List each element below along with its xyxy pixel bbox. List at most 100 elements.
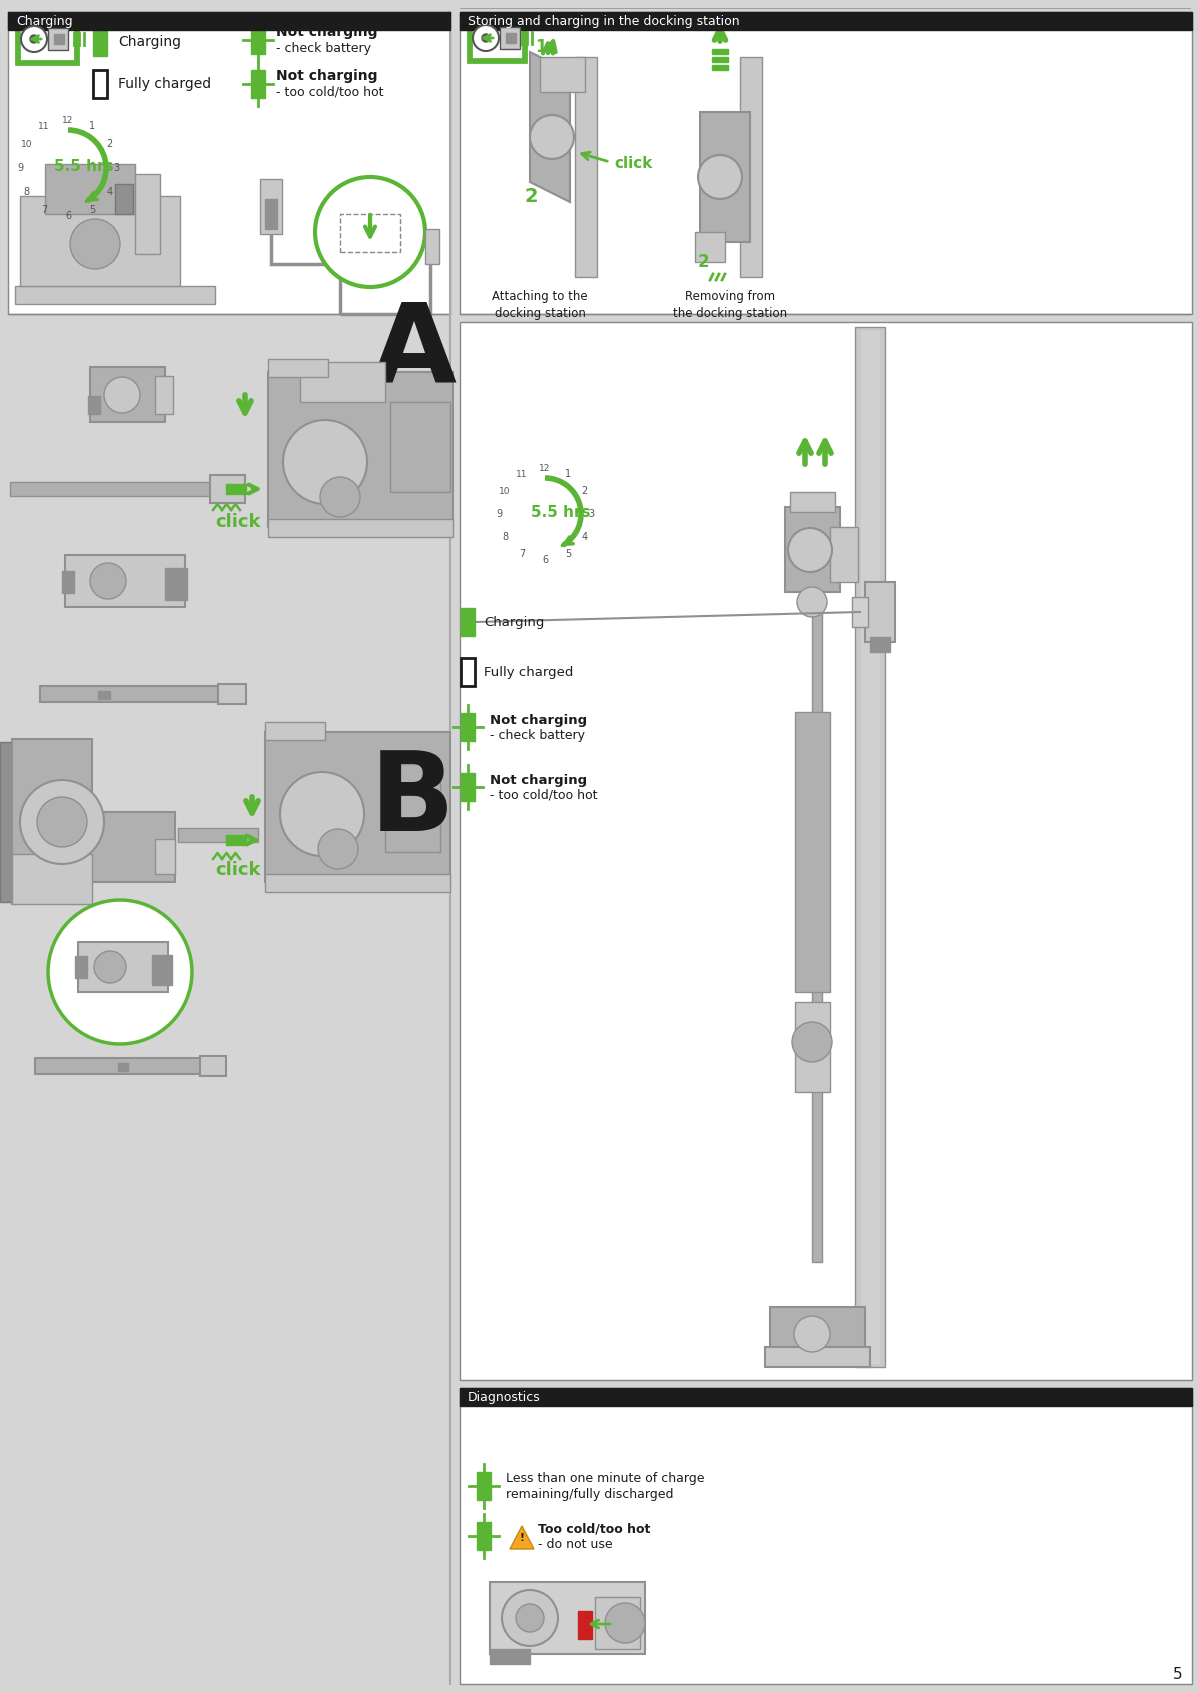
Bar — [16, 286, 214, 305]
Circle shape — [605, 1602, 645, 1643]
Bar — [117, 1063, 128, 1071]
Text: Attaching to the
docking station: Attaching to the docking station — [492, 289, 588, 320]
Text: 3: 3 — [113, 162, 119, 173]
Bar — [65, 555, 184, 607]
Text: Not charging: Not charging — [276, 69, 377, 83]
Circle shape — [37, 797, 87, 848]
Text: - too cold/too hot: - too cold/too hot — [276, 86, 383, 98]
Text: click: click — [615, 156, 653, 171]
Bar — [75, 956, 87, 978]
Text: 4: 4 — [582, 531, 588, 541]
Bar — [252, 69, 265, 98]
Bar — [200, 1056, 226, 1076]
Text: 2: 2 — [107, 139, 113, 149]
Bar — [252, 25, 265, 54]
Bar — [155, 376, 173, 415]
Text: 10: 10 — [500, 487, 510, 496]
Bar — [461, 607, 474, 636]
Circle shape — [48, 900, 192, 1044]
Bar — [695, 232, 725, 262]
Text: Too cold/too hot: Too cold/too hot — [538, 1523, 651, 1536]
Bar — [740, 58, 762, 277]
Text: 5: 5 — [565, 548, 571, 558]
Bar — [865, 582, 895, 641]
Circle shape — [30, 36, 38, 42]
Bar — [712, 64, 728, 69]
Text: Fully charged: Fully charged — [117, 78, 211, 91]
Text: 2: 2 — [582, 486, 588, 496]
Bar — [460, 321, 1192, 1381]
Bar — [226, 834, 232, 844]
Bar — [155, 839, 175, 875]
Bar — [577, 1611, 592, 1640]
Text: Charging: Charging — [117, 36, 181, 49]
Text: 9: 9 — [17, 162, 23, 173]
Bar — [300, 362, 385, 403]
Bar — [93, 69, 107, 98]
Circle shape — [69, 218, 120, 269]
Bar — [265, 722, 325, 739]
Polygon shape — [530, 52, 570, 201]
Text: !: ! — [520, 1533, 525, 1543]
Bar — [712, 49, 728, 54]
Bar — [460, 12, 1192, 315]
Bar — [226, 484, 232, 494]
Bar — [93, 29, 107, 56]
Bar — [218, 684, 246, 704]
Bar — [268, 372, 453, 526]
Circle shape — [283, 420, 367, 504]
Text: - check battery: - check battery — [490, 729, 585, 741]
Bar — [265, 875, 450, 892]
Bar — [391, 403, 450, 492]
Bar — [152, 954, 173, 985]
Bar — [471, 17, 524, 59]
Bar — [477, 1472, 491, 1501]
Circle shape — [788, 528, 831, 572]
Circle shape — [90, 563, 126, 599]
Text: 9: 9 — [496, 509, 502, 519]
Bar — [340, 213, 400, 252]
Circle shape — [315, 178, 425, 288]
Circle shape — [280, 772, 364, 856]
Bar — [785, 508, 840, 592]
Text: 6: 6 — [65, 212, 71, 222]
Circle shape — [797, 587, 827, 618]
Bar — [766, 1347, 870, 1367]
Bar — [232, 484, 238, 494]
Text: 7: 7 — [41, 205, 47, 215]
Text: 1: 1 — [536, 37, 546, 56]
Bar — [700, 112, 750, 242]
Bar — [477, 1523, 491, 1550]
Bar — [12, 739, 92, 904]
Bar — [20, 196, 180, 286]
Bar — [115, 184, 133, 213]
Bar — [852, 597, 869, 628]
Text: Storing and charging in the docking station: Storing and charging in the docking stat… — [468, 15, 739, 27]
Bar — [268, 359, 328, 377]
Text: 7: 7 — [519, 548, 525, 558]
Text: 5.5 hrs: 5.5 hrs — [54, 159, 114, 174]
Text: 12: 12 — [62, 115, 74, 125]
Bar — [19, 17, 75, 61]
Bar — [468, 14, 526, 63]
Bar — [575, 58, 597, 277]
Circle shape — [22, 25, 47, 52]
Text: 10: 10 — [20, 139, 32, 149]
Bar — [87, 396, 99, 415]
Bar — [0, 743, 16, 902]
Text: 5: 5 — [1173, 1667, 1182, 1682]
Bar — [98, 690, 110, 699]
Text: 1: 1 — [565, 469, 571, 479]
Bar — [265, 200, 277, 228]
Text: A: A — [370, 298, 456, 406]
Text: 4: 4 — [107, 188, 113, 196]
Bar — [40, 685, 230, 702]
Bar — [789, 492, 835, 513]
Circle shape — [530, 115, 574, 159]
Circle shape — [104, 377, 140, 413]
Bar — [260, 179, 282, 233]
Bar — [8, 12, 450, 315]
Circle shape — [516, 1604, 544, 1633]
Bar — [165, 569, 187, 601]
Bar — [460, 1387, 1192, 1684]
